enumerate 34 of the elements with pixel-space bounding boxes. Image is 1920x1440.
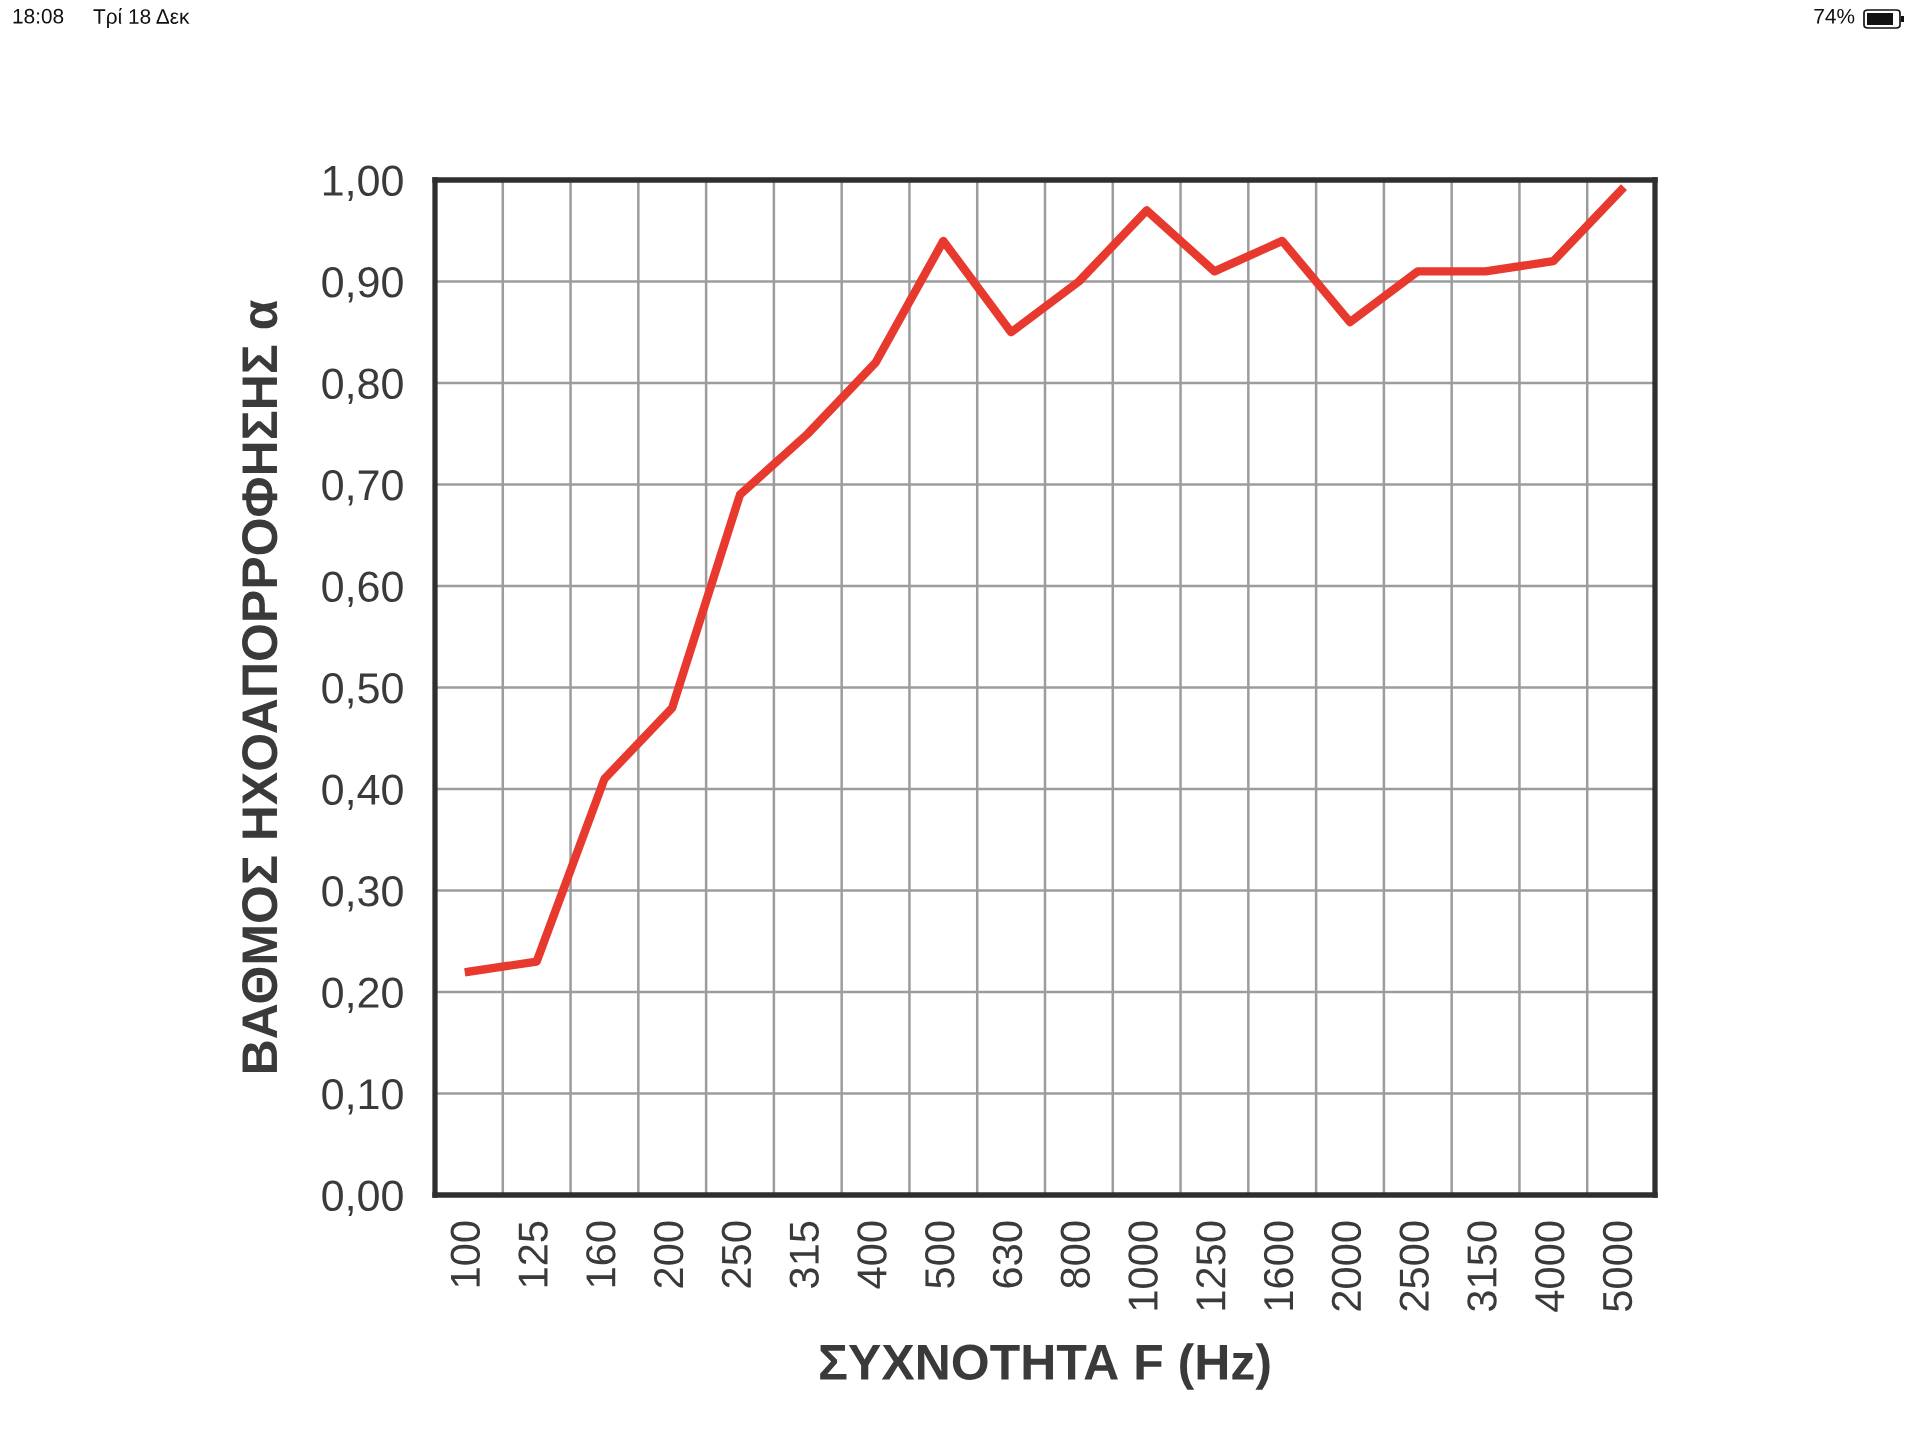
x-tick-label: 500 <box>925 1221 955 1288</box>
x-tick-label: 2000 <box>1331 1221 1362 1311</box>
y-tick-label: 0,50 <box>322 673 403 709</box>
x-tick-label: 4000 <box>1535 1221 1565 1312</box>
x-tick-label: 1250 <box>1196 1221 1226 1310</box>
x-tick-label: 315 <box>789 1221 819 1288</box>
y-tick-label: 0,90 <box>322 267 403 303</box>
x-tick-label: 3150 <box>1467 1221 1497 1312</box>
y-axis-title: ΒΑΘΜΟΣ ΗΧΟΑΠΟΡΡΟΦΗΣΗΣ α <box>242 300 278 1073</box>
x-tick-label: 5000 <box>1602 1221 1633 1312</box>
x-tick-label: 160 <box>586 1221 616 1287</box>
text: 74% <box>1814 8 1855 24</box>
x-tick-label: 1600 <box>1263 1221 1294 1310</box>
x-tick-label: 800 <box>1060 1221 1091 1288</box>
text: 18:08 <box>13 8 64 24</box>
x-tick-label: 630 <box>992 1221 1023 1288</box>
y-tick-label: 1,00 <box>323 165 403 202</box>
y-tick-label: 0,70 <box>322 470 403 506</box>
y-tick-label: 0,30 <box>322 876 403 912</box>
x-axis-title: ΣΥΧΝΟΤΗΤΑ F (Hz) <box>820 1343 1270 1390</box>
x-tick-label: 2500 <box>1399 1221 1429 1311</box>
x-tick-label: 200 <box>653 1221 684 1288</box>
y-tick-label: 0,80 <box>322 368 403 405</box>
x-tick-label: 100 <box>450 1221 481 1287</box>
x-tick-label: 125 <box>518 1221 548 1287</box>
y-tick-label: 0,60 <box>322 571 403 608</box>
x-tick-label: 250 <box>721 1221 752 1288</box>
y-tick-label: 0,20 <box>322 977 403 1014</box>
x-tick-label: 1000 <box>1128 1221 1158 1310</box>
y-tick-label: 0,10 <box>322 1079 403 1115</box>
y-tick-label: 0,40 <box>322 774 403 811</box>
text: Τρί 18 Δεκ <box>93 7 190 29</box>
x-tick-label: 400 <box>857 1221 887 1289</box>
y-tick-label: 0,00 <box>322 1180 403 1217</box>
